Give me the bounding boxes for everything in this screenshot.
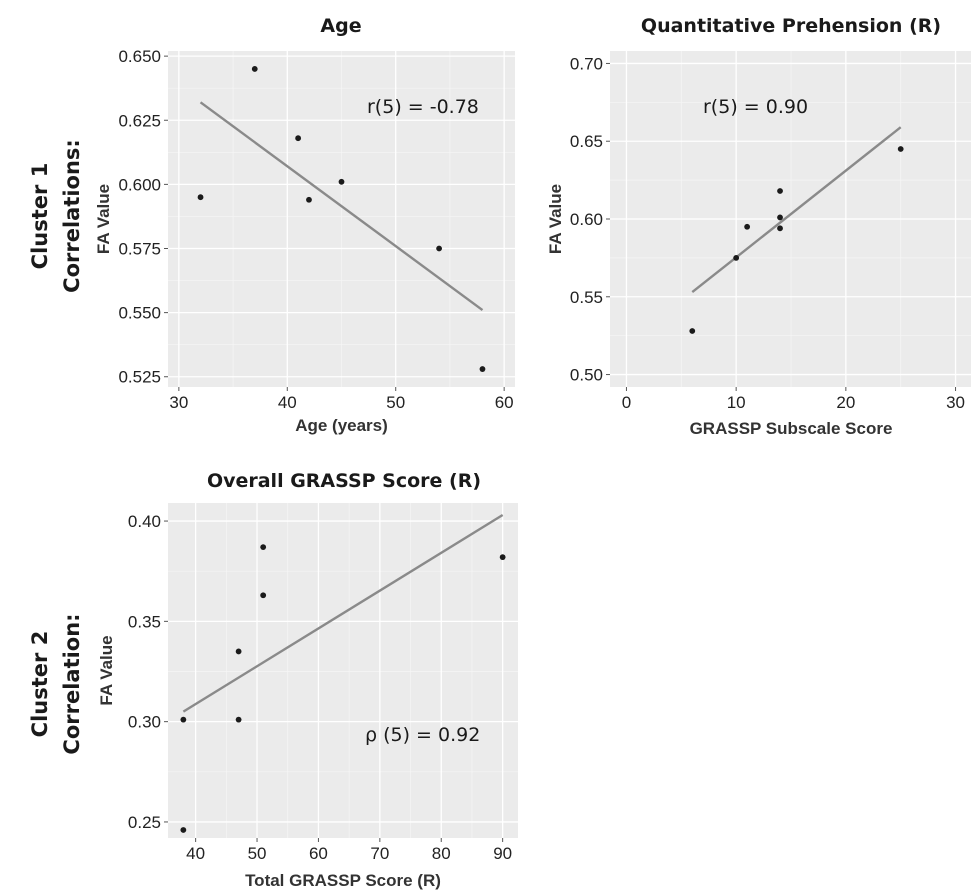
chart-1-y-axis-title: FA Value: [546, 184, 565, 254]
chart-0-title: Age: [320, 15, 361, 37]
chart-2-ytick-label-0.40: 0.40: [128, 512, 161, 531]
panel-quantitative-prehension: Quantitative Prehension (R) 0 10 20 30 0.50 0.…: [546, 15, 971, 438]
chart-1-xtick-label-20: 20: [836, 393, 855, 412]
chart-0-ytick-label-0.550: 0.550: [118, 304, 161, 323]
chart-0-x-axis-title: Age (years): [295, 416, 388, 435]
chart-2-ytick-label-0.30: 0.30: [128, 713, 161, 732]
chart-1-xtick-label-30: 30: [946, 393, 965, 412]
chart-2-data-point-6: [260, 592, 267, 599]
chart-1-title: Quantitative Prehension (R): [641, 15, 941, 37]
chart-0-data-point-5: [338, 178, 345, 185]
chart-1-ytick-label-0.70: 0.70: [570, 54, 603, 73]
chart-1-data-point-3: [744, 223, 751, 230]
chart-1-data-point-1: [689, 328, 696, 334]
chart-2-xtick-label-50: 50: [248, 844, 267, 863]
chart-1-correlation-annotation: r(5) = 0.90: [703, 96, 808, 118]
chart-0-y-axis-title: FA Value: [94, 184, 113, 254]
chart-2-xtick-label-70: 70: [370, 844, 389, 863]
chart-0-data-point-4: [306, 196, 312, 203]
chart-2-xtick-label-80: 80: [432, 844, 451, 863]
chart-1-data-point-5: [777, 214, 783, 221]
chart-2-y-axis-title: FA Value: [97, 635, 116, 705]
chart-1-regression-line: [691, 126, 902, 294]
chart-1-ytick-label-0.55: 0.55: [570, 288, 603, 307]
row-label-cluster-1-line2: Correlations:: [60, 139, 84, 293]
chart-1-data-point-4: [777, 188, 783, 194]
chart-0-xtick-label-30: 30: [169, 393, 188, 412]
chart-2-correlation-annotation: ρ (5) = 0.92: [365, 724, 480, 746]
chart-1-x-axis-title: GRASSP Subscale Score: [690, 419, 893, 438]
chart-2-regression-line: [182, 514, 504, 713]
chart-0-data-point-7: [479, 366, 486, 372]
chart-0-data-point-6: [436, 245, 442, 252]
chart-2-plot-area: [168, 503, 518, 838]
chart-0-ytick-label-0.525: 0.525: [118, 368, 161, 387]
chart-0-xtick-label-50: 50: [386, 393, 405, 412]
chart-1-data-point-2: [733, 254, 740, 261]
chart-1-ytick-label-0.50: 0.50: [570, 366, 603, 385]
chart-0-correlation-annotation: r(5) = -0.78: [367, 96, 479, 118]
chart-2-xtick-label-60: 60: [309, 844, 328, 863]
chart-1-data-point-6: [777, 225, 783, 232]
chart-2-data-point-7: [499, 554, 506, 561]
chart-2-data-point-3: [235, 648, 242, 655]
chart-2-xtick-label-40: 40: [186, 844, 205, 863]
chart-0-data-point-2: [251, 66, 258, 72]
chart-2-data-point-5: [260, 544, 267, 551]
chart-2-ytick-label-0.25: 0.25: [128, 813, 161, 832]
chart-0-ytick-label-0.650: 0.650: [118, 47, 161, 66]
row-label-cluster-1: Cluster 1 Correlations:: [28, 139, 84, 293]
chart-1-ytick-label-0.65: 0.65: [570, 132, 603, 151]
chart-1-xtick-label-0: 0: [622, 393, 631, 412]
chart-2-data-point-2: [180, 827, 187, 833]
chart-1-ytick-label-0.60: 0.60: [570, 210, 603, 229]
chart-2-xtick-label-90: 90: [493, 844, 512, 863]
chart-0-xtick-label-60: 60: [495, 393, 514, 412]
row-label-cluster-2-line1: Cluster 2: [28, 631, 52, 738]
chart-0-ytick-label-0.625: 0.625: [118, 111, 161, 130]
chart-0-data-point-3: [295, 135, 302, 142]
chart-1-data-point-7: [897, 146, 904, 152]
chart-2-data-point-4: [235, 716, 242, 723]
chart-2-x-axis-title: Total GRASSP Score (R): [245, 871, 441, 890]
row-label-cluster-2: Cluster 2 Correlation:: [28, 613, 84, 754]
chart-0-data-point-1: [197, 194, 204, 201]
chart-2-data-point-1: [180, 716, 187, 723]
row-label-cluster-1-line1: Cluster 1: [28, 163, 52, 270]
chart-1-xtick-label-10: 10: [727, 393, 746, 412]
chart-0-ytick-label-0.575: 0.575: [118, 239, 161, 258]
panel-age: Age 30 40 50 60 0.525 0.550 0.575 0.600 0.625 0.65…: [94, 15, 515, 435]
chart-2-title: Overall GRASSP Score (R): [207, 470, 481, 492]
chart-0-xtick-label-40: 40: [278, 393, 297, 412]
panel-overall-grassp: Overall GRASSP Score (R) 40 50 60 70 80 90 0.25…: [97, 470, 518, 890]
row-label-cluster-2-line2: Correlation:: [60, 613, 84, 754]
chart-0-ytick-label-0.600: 0.600: [118, 175, 161, 194]
chart-2-ytick-label-0.35: 0.35: [128, 612, 161, 631]
chart-0-regression-line: [199, 101, 484, 312]
